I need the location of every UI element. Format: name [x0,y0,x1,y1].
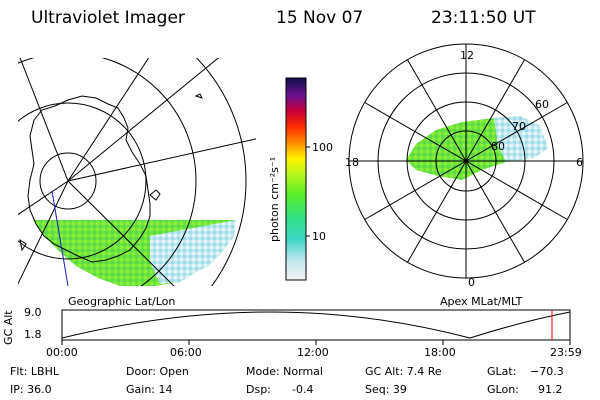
geographic-caption: Geographic Lat/Lon [68,295,176,308]
seq-status: Seq: 39 [365,383,407,396]
colorbar-unit-label: photon cm⁻²s⁻¹ [268,156,281,242]
gain-status: Gain: 14 [126,383,173,396]
altitude-plot [61,309,571,345]
mlt-label-12: 12 [460,49,474,62]
dsp-value: -0.4 [292,383,314,396]
apex-caption: Apex MLat/MLT [440,295,523,308]
glon-label: GLon: [487,383,519,396]
filter-status: Flt: LBHL [10,365,59,378]
xtick-0000: 00:00 [46,346,78,359]
polar-plot-panel [348,43,584,279]
mode-status: Mode: Normal [246,365,323,378]
coastline-antarctica [19,93,203,263]
date-label: 15 Nov 07 [276,8,364,28]
altitude-ytick-low: 1.8 [24,328,42,341]
altitude-ylabel: GC Alt [2,310,15,345]
xtick-1800: 18:00 [424,346,456,359]
terminator-line [51,190,69,286]
xtick-0600: 06:00 [170,346,202,359]
time-label: 23:11:50 UT [431,8,536,28]
colorbar-tick-10: 10 [312,230,326,243]
mlat-label-60: 60 [535,98,549,111]
latitude-circles [18,58,247,286]
mlt-label-18: 18 [345,156,359,169]
door-status: Door: Open [126,365,189,378]
longitude-lines [18,58,256,286]
geographic-map-panel [18,58,256,286]
instrument-title: Ultraviolet Imager [31,8,185,28]
dsp-label: Dsp: [246,383,271,396]
altitude-ytick-high: 9.0 [24,306,42,319]
mlat-label-80: 80 [491,140,505,153]
glon-value: 91.2 [538,383,563,396]
xtick-2359: 23:59 [550,346,582,359]
glat-label: GLat: [487,365,517,378]
mlt-label-6: 6 [576,156,583,169]
xtick-1200: 12:00 [297,346,329,359]
colorbar [285,77,310,281]
mlat-label-70: 70 [512,120,526,133]
gc-alt-status: GC Alt: 7.4 Re [365,365,442,378]
mlt-label-0: 0 [468,276,475,289]
colorbar-tick-100: 100 [312,141,333,154]
aurora-image-left [33,220,236,286]
ip-status: IP: 36.0 [10,383,52,396]
glat-value: −70.3 [530,365,564,378]
